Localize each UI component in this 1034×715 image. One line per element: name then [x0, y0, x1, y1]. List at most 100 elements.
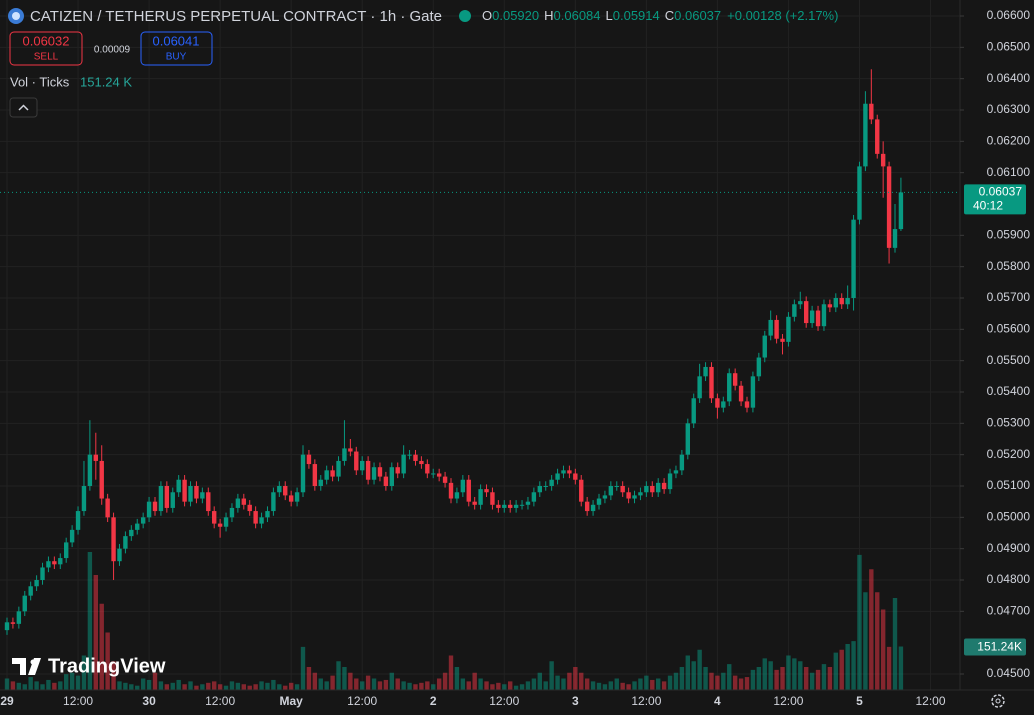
volume-bar — [212, 681, 217, 690]
candle-body — [241, 498, 246, 505]
volume-bar — [880, 609, 886, 690]
x-tick-label: 12:00 — [347, 694, 377, 708]
candle-body — [158, 486, 164, 512]
candle-body — [419, 460, 424, 465]
sell-button[interactable] — [9, 31, 83, 66]
volume-bar — [632, 681, 637, 690]
sell-label[interactable]: SELL — [34, 52, 59, 63]
candle-body — [105, 498, 110, 518]
volume-bar — [732, 675, 738, 690]
x-tick-label: 12:00 — [63, 694, 93, 708]
candle-body — [561, 470, 566, 474]
volume-bar — [52, 682, 57, 690]
volume-bar — [857, 554, 862, 690]
y-tick-label: 0.06400 — [987, 71, 1031, 85]
collapse-icon[interactable] — [18, 104, 29, 111]
candle-body — [880, 153, 886, 167]
volume-bar — [81, 655, 87, 690]
volume-bar — [715, 675, 720, 690]
volume-bar — [792, 658, 797, 690]
symbol-icon-inner — [12, 12, 20, 20]
candle-body — [537, 486, 542, 493]
last-volume-tag — [964, 638, 1026, 656]
candle-body — [265, 511, 270, 518]
volume-bar — [16, 682, 22, 690]
candle-body — [519, 504, 525, 506]
volume-title: Vol · Ticks — [10, 74, 70, 89]
candle-body — [324, 470, 329, 480]
candle-body — [389, 467, 394, 486]
candle-body — [685, 423, 690, 455]
volume-bar — [673, 672, 679, 690]
volume-bar — [863, 592, 868, 690]
volume-bar — [650, 679, 655, 690]
volume-bar — [448, 655, 454, 690]
candle-body — [738, 385, 744, 402]
y-tick-label: 0.05300 — [987, 416, 1031, 430]
y-tick-label: 0.05100 — [987, 478, 1031, 492]
candle-body — [845, 298, 850, 305]
volume-bar — [99, 603, 104, 690]
settings-icon-center[interactable] — [995, 698, 1001, 704]
volume-bar — [780, 667, 785, 690]
candle-body — [407, 454, 412, 456]
candle-body — [632, 495, 637, 499]
candle-body — [75, 511, 81, 530]
volume-bar — [34, 681, 39, 690]
candle-body — [732, 373, 738, 386]
volume-bar — [235, 682, 241, 690]
volume-bar — [525, 681, 531, 690]
volume-bar — [58, 681, 63, 690]
volume-bar — [709, 672, 714, 690]
candle-body — [721, 401, 726, 408]
volume-bar — [620, 682, 625, 690]
ohlc-key: O — [482, 8, 492, 23]
volume-bar — [164, 684, 170, 690]
x-tick-label: 12:00 — [916, 694, 946, 708]
candle-body — [140, 517, 146, 524]
collapse-button[interactable] — [9, 97, 38, 118]
volume-bar — [508, 681, 513, 690]
volume-bar — [460, 678, 466, 690]
candle-body — [821, 304, 827, 327]
candle-body — [478, 489, 483, 505]
candle-body — [869, 103, 874, 120]
volume-bar — [436, 678, 442, 690]
candle-body — [508, 504, 513, 508]
volume-bar — [626, 684, 631, 690]
volume-bar — [111, 661, 116, 690]
volume-bar — [537, 672, 542, 690]
x-tick-label: 5 — [856, 694, 863, 708]
candle-body — [117, 548, 122, 562]
ohlc-value: 0.05920 — [492, 8, 539, 23]
candle-body — [4, 622, 10, 631]
candle-body — [377, 467, 383, 477]
candle-body — [52, 561, 57, 565]
settings-icon[interactable] — [991, 694, 1005, 708]
candle-body — [200, 492, 205, 499]
sell-price[interactable]: 0.06032 — [23, 33, 70, 48]
x-tick-label: 4 — [714, 694, 721, 708]
volume-bar — [590, 681, 596, 690]
volume-bar — [685, 655, 690, 690]
candle-body — [336, 460, 341, 477]
candle-body — [288, 495, 294, 502]
volume-bar — [608, 681, 614, 690]
buy-price[interactable]: 0.06041 — [153, 33, 200, 48]
volume-bar — [555, 675, 560, 690]
volume-bar — [271, 679, 276, 690]
volume-bar — [431, 684, 436, 690]
buy-label[interactable]: BUY — [166, 52, 187, 63]
buy-button[interactable] — [140, 31, 213, 66]
volume-bar — [152, 672, 158, 690]
candle-body — [431, 473, 436, 475]
candle-body — [10, 622, 16, 624]
volume-bar — [377, 681, 383, 690]
candle-body — [496, 504, 501, 508]
symbol-title[interactable]: CATIZEN / TETHERUS PERPETUAL CONTRACT · … — [30, 8, 442, 25]
volume-bar — [584, 678, 590, 690]
countdown: 40:12 — [973, 199, 1003, 213]
candle-body — [584, 501, 590, 512]
y-tick-label: 0.04900 — [987, 541, 1031, 555]
candle-body — [259, 517, 264, 524]
